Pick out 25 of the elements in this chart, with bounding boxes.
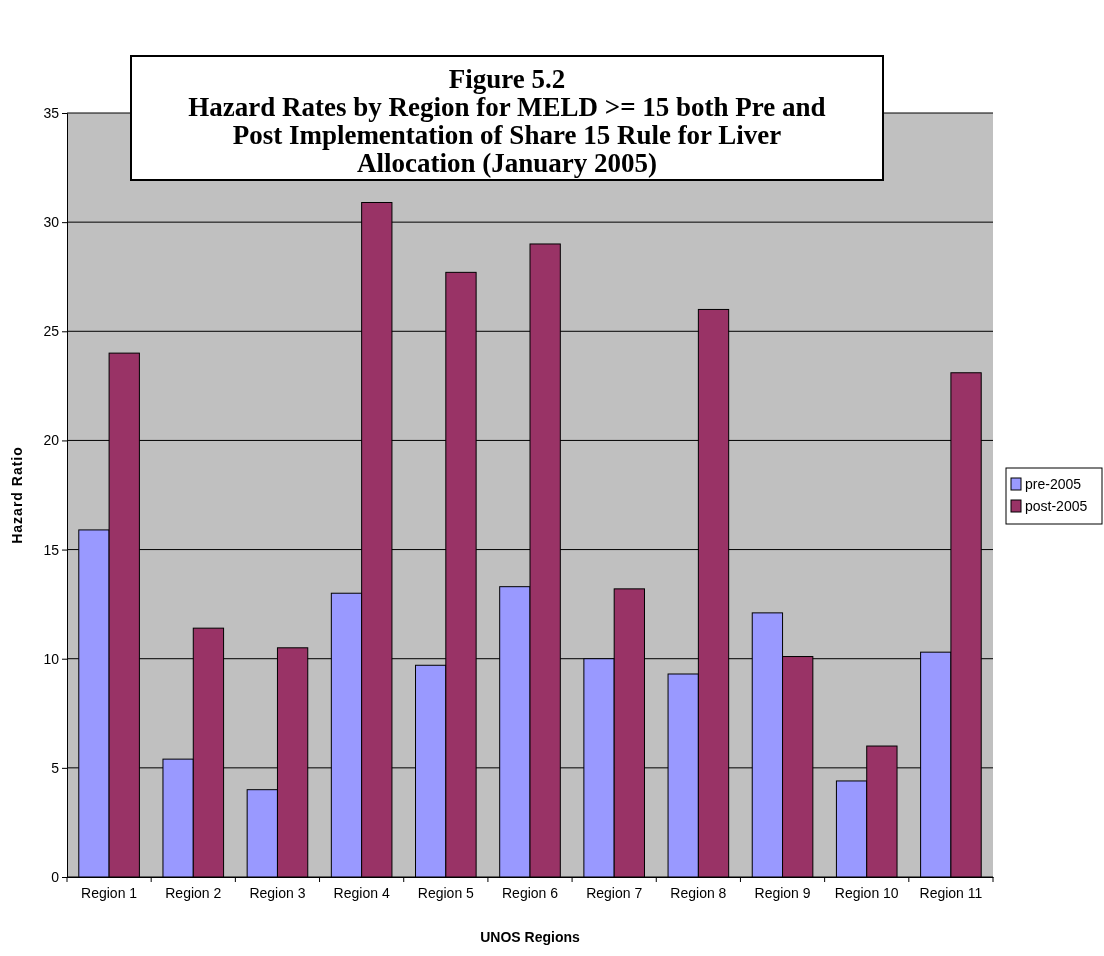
x-tick-label: Region 5 bbox=[417, 885, 475, 902]
legend-label: pre-2005 bbox=[1025, 476, 1082, 492]
legend-label: post-2005 bbox=[1025, 498, 1088, 514]
x-tick-label: Region 9 bbox=[754, 885, 811, 902]
x-tick-label: Region 1 bbox=[81, 885, 138, 902]
y-tick-label: 30 bbox=[43, 214, 60, 231]
y-tick-label: 25 bbox=[43, 323, 60, 340]
x-tick-label: Region 4 bbox=[333, 885, 390, 902]
x-tick-label: Region 3 bbox=[249, 885, 306, 902]
y-tick-label: 35 bbox=[43, 104, 60, 121]
x-axis-title: UNOS Regions bbox=[480, 929, 580, 945]
x-tick-label: Region 2 bbox=[165, 885, 222, 902]
title-box: Figure 5.2 Hazard Rates by Region for MELD >= 15 both Pre and Post Implementation of Share 15 Rule for Liver Allocation (January 2005) bbox=[130, 55, 884, 181]
y-tick-label: 10 bbox=[43, 650, 60, 667]
x-tick-label: Region 11 bbox=[919, 885, 983, 902]
y-tick-label: 15 bbox=[43, 541, 60, 558]
x-tick-label: Region 7 bbox=[586, 885, 643, 902]
y-axis-title: Hazard Ratio bbox=[9, 446, 25, 544]
chart-title: Figure 5.2 Hazard Rates by Region for MELD >= 15 both Pre and Post Implementation of Share 15 Rule for Liver Allocation (January 2005) bbox=[188, 64, 826, 178]
y-tick-label: 0 bbox=[51, 868, 60, 885]
x-tick-label: Region 10 bbox=[834, 885, 899, 902]
y-tick-label: 20 bbox=[43, 432, 60, 449]
x-tick-label: Region 6 bbox=[501, 885, 559, 902]
x-tick-label: Region 8 bbox=[670, 885, 727, 902]
y-tick-label: 5 bbox=[51, 759, 60, 776]
